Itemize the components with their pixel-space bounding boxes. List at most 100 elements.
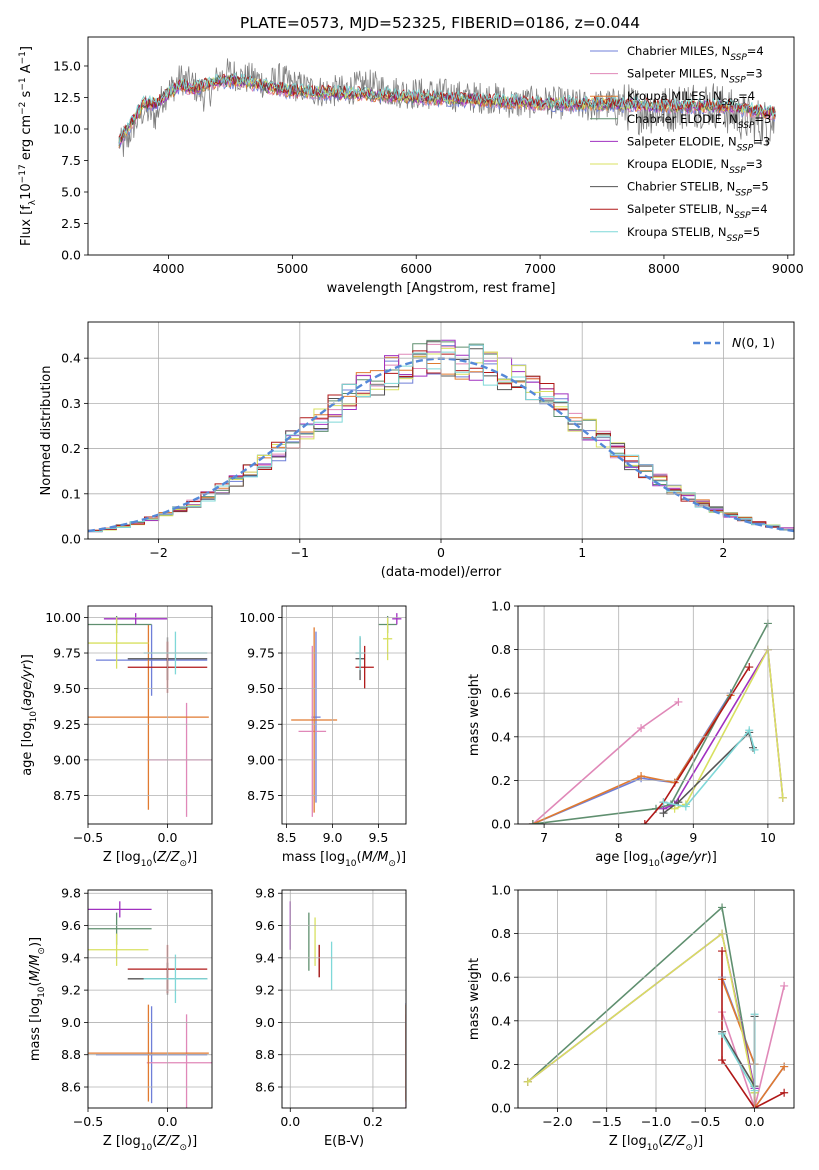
x-axis-label: Z [log10(Z/Z⊙)]	[103, 1134, 197, 1153]
y-axis-label: Flux [fλ10−17 erg cm−2 s−1 A−1]	[18, 46, 38, 246]
x-tick-label: 0.0	[158, 1114, 178, 1129]
y-axis-label: Normed distribution	[39, 366, 54, 496]
panel-spectrum: 4000 5000 6000 7000 8000 9000 0.0 2.5 5.0 7.5 10.0…	[18, 36, 804, 296]
y-tick-label: 8.8	[255, 1047, 275, 1062]
y-tick-label: 9.25	[247, 717, 275, 732]
axes-frame	[517, 605, 795, 825]
x-tick-label: 0.2	[363, 1114, 383, 1129]
x-tick-label: 6000	[400, 261, 432, 276]
y-tick-label: 15.0	[53, 58, 81, 73]
marker-plus	[640, 820, 649, 824]
axes-frame	[87, 605, 213, 825]
marker-plus	[780, 1088, 789, 1097]
x-axis-label: mass [log10(M/M⊙)]	[282, 850, 406, 869]
y-tick-label: 9.0	[61, 1015, 81, 1030]
y-tick-label: 0.8	[491, 642, 511, 657]
y-tick-label: 9.4	[61, 950, 81, 965]
legend-entry: Chabrier ELODIE, NSSP=3	[627, 112, 771, 131]
y-tick-label: 0.2	[491, 773, 511, 788]
x-tick-label: 8.5	[277, 830, 297, 845]
marker-plus	[750, 745, 759, 754]
legend-entry: Salpeter STELIB, NSSP=4	[627, 202, 768, 221]
y-tick-label: 2.5	[61, 216, 81, 231]
panel-weight_vs_age: 7 8 9 10 0.0 0.2 0.4 0.6 0.8 1.0 age [log10(age/yr…	[467, 599, 795, 869]
axes-frame	[87, 321, 795, 540]
model-spectrum-line	[118, 72, 776, 145]
x-tick-label: 0.0	[280, 1114, 300, 1129]
y-tick-label: 9.00	[247, 752, 275, 767]
marker-plus	[670, 804, 679, 813]
y-tick-label: 9.50	[247, 681, 275, 696]
x-tick-label: −0.5	[73, 830, 103, 845]
y-tick-label: 8.8	[61, 1047, 81, 1062]
y-tick-label: 9.0	[255, 1015, 275, 1030]
y-axis-label: mass weight	[467, 674, 482, 756]
x-tick-label: 9.0	[323, 830, 343, 845]
plot-area	[291, 613, 402, 817]
marker-plus	[745, 663, 754, 672]
plot-area	[528, 619, 787, 824]
marker-plus	[674, 697, 683, 706]
x-axis-label: Z [log10(Z/Z⊙)]	[609, 1134, 703, 1153]
legend-entry: Salpeter MILES, NSSP=3	[627, 67, 763, 86]
legend-entry: Salpeter ELODIE, NSSP=3	[627, 134, 770, 153]
y-tick-label: 9.8	[61, 886, 81, 901]
x-tick-label: 7000	[524, 261, 556, 276]
legend-entry: Chabrier MILES, NSSP=4	[627, 44, 764, 63]
x-tick-label: 1	[578, 545, 586, 560]
x-tick-label: 7	[540, 830, 548, 845]
y-tick-label: 0.8	[491, 926, 511, 941]
legend-entry: Kroupa MILES, NSSP=4	[627, 89, 755, 108]
panel-age_vs_mass: 8.5 9.0 9.5 8.75 9.00 9.25 9.50 9.75 10.00 mass […	[239, 605, 407, 869]
x-tick-label: 10	[760, 830, 776, 845]
panel-residuals: −2 −1 0 1 2 0.0 0.1 0.2 0.3 0.4 (data-model)/error…	[39, 321, 795, 580]
y-tick-label: 10.00	[239, 610, 275, 625]
marker-plus	[637, 724, 646, 733]
y-tick-label: 9.75	[53, 646, 81, 661]
marker-plus	[718, 947, 727, 956]
y-tick-label: 0.4	[61, 351, 81, 366]
y-tick-label: 9.75	[247, 646, 275, 661]
y-tick-label: 0.0	[61, 248, 81, 263]
y-tick-label: 9.2	[255, 983, 275, 998]
x-tick-label: 0.0	[745, 1114, 765, 1129]
legend-entry: Kroupa STELIB, NSSP=5	[627, 225, 760, 244]
x-tick-label: 9000	[772, 261, 804, 276]
weight-line	[721, 951, 785, 1108]
y-axis-label: mass weight	[467, 958, 482, 1040]
legend-entry: Kroupa ELODIE, NSSP=3	[627, 157, 763, 176]
figure-title: PLATE=0573, MJD=52325, FIBERID=0186, z=0…	[240, 14, 640, 32]
y-axis-label: mass [log10(M/M⊙)]	[28, 937, 47, 1061]
marker-plus	[718, 903, 727, 912]
x-tick-label: −1.5	[592, 1114, 622, 1129]
y-tick-label: 8.6	[61, 1080, 81, 1095]
marker-plus	[780, 981, 789, 990]
y-tick-label: 9.2	[61, 983, 81, 998]
marker-plus	[637, 772, 646, 781]
y-tick-label: 0.4	[491, 1013, 511, 1028]
y-tick-label: 0.3	[61, 396, 81, 411]
y-tick-label: 0.0	[491, 817, 511, 832]
marker-plus	[718, 1056, 727, 1065]
y-tick-label: 9.25	[53, 717, 81, 732]
x-tick-label: −2	[149, 545, 167, 560]
y-tick-label: 0.0	[61, 532, 81, 547]
x-axis-label: Z [log10(Z/Z⊙)]	[103, 850, 197, 869]
y-tick-label: 1.0	[491, 599, 511, 614]
y-tick-label: 5.0	[61, 184, 81, 199]
panel-age_vs_Z: −0.5 0.0 8.75 9.00 9.25 9.50 9.75 10.00 Z [log10…	[20, 605, 213, 869]
marker-plus	[718, 1029, 727, 1038]
x-tick-label: 2	[719, 545, 727, 560]
y-tick-label: 10.0	[53, 121, 81, 136]
x-tick-label: 8	[615, 830, 623, 845]
y-tick-label: 0.1	[61, 486, 81, 501]
panel-mass_vs_ebv: 0.0 0.2 8.6 8.8 9.0 9.2 9.4 9.6 9.8 E(B-V)	[255, 886, 407, 1149]
y-tick-label: 9.6	[255, 918, 275, 933]
y-tick-label: 7.5	[61, 153, 81, 168]
y-tick-label: 0.6	[491, 970, 511, 985]
y-tick-label: 10.00	[45, 610, 81, 625]
y-tick-label: 0.2	[61, 441, 81, 456]
marker-plus	[659, 809, 668, 818]
x-tick-label: −1.0	[641, 1114, 671, 1129]
y-tick-label: 9.8	[255, 886, 275, 901]
